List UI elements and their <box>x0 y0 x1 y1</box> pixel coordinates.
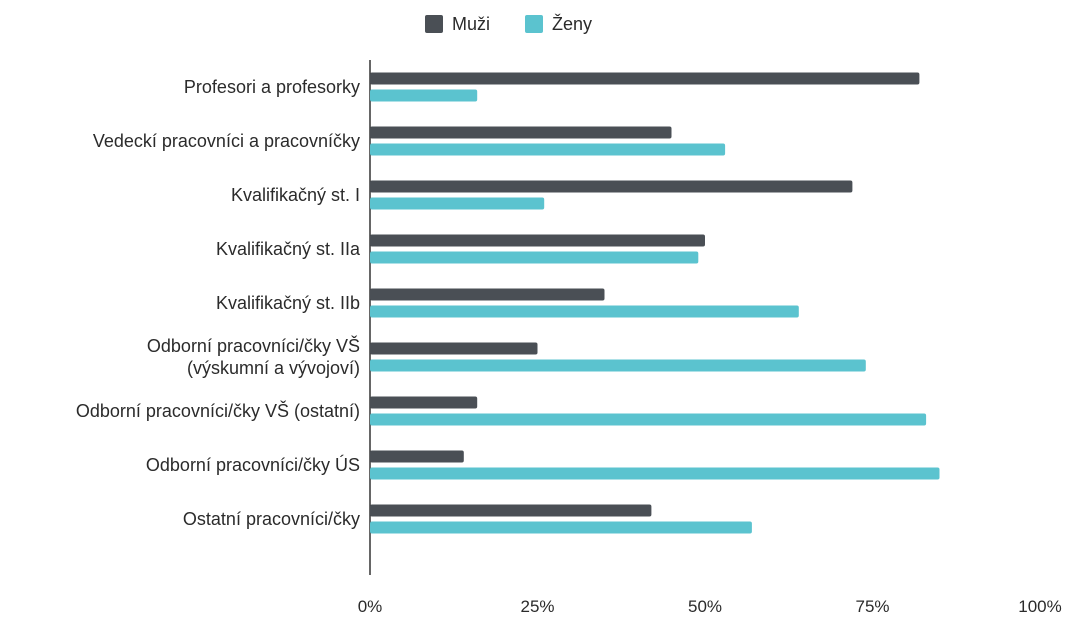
bar-zeny <box>370 467 940 480</box>
bar-zeny <box>370 143 726 156</box>
category-label: Profesori a profesorky <box>184 77 360 97</box>
bar-zeny <box>370 197 545 210</box>
bar-muzi <box>370 342 538 355</box>
bar-zeny <box>370 413 927 426</box>
category-label: Kvalifikačný st. I <box>231 185 360 205</box>
x-tick-label: 100% <box>1018 597 1061 616</box>
x-tick-label: 75% <box>855 597 889 616</box>
x-tick-label: 25% <box>520 597 554 616</box>
legend-swatch-2 <box>525 15 543 33</box>
category-label: Kvalifikačný st. IIa <box>216 239 361 259</box>
bar-zeny <box>370 251 699 264</box>
bar-muzi <box>370 72 920 85</box>
bar-muzi <box>370 126 672 139</box>
bar-muzi <box>370 180 853 193</box>
legend-label-1: Muži <box>452 14 490 34</box>
category-label: Odborní pracovníci/čky VŠ (ostatní) <box>76 400 360 421</box>
bar-muzi <box>370 504 652 517</box>
category-label: Kvalifikačný st. IIb <box>216 293 360 313</box>
bar-muzi <box>370 450 464 463</box>
category-label: Odborní pracovníci/čky VŠ <box>147 335 360 356</box>
bar-zeny <box>370 521 752 534</box>
bar-zeny <box>370 359 866 372</box>
category-label: Vedeckí pracovníci a pracovníčky <box>93 131 360 151</box>
bar-zeny <box>370 305 799 318</box>
bar-zeny <box>370 89 478 102</box>
bar-muzi <box>370 396 478 409</box>
category-label: Ostatní pracovníci/čky <box>183 509 360 529</box>
x-tick-label: 0% <box>358 597 383 616</box>
legend-label-2: Ženy <box>552 14 592 34</box>
bar-muzi <box>370 234 705 247</box>
legend-swatch-1 <box>425 15 443 33</box>
bar-muzi <box>370 288 605 301</box>
x-tick-label: 50% <box>688 597 722 616</box>
category-label: (výskumní a vývojoví) <box>187 358 360 378</box>
category-label: Odborní pracovníci/čky ÚS <box>146 454 360 475</box>
